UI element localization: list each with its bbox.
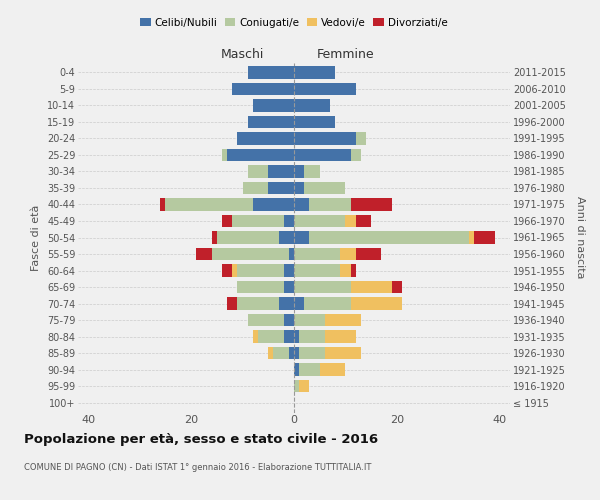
Bar: [294, 66, 335, 78]
Bar: [232, 215, 284, 227]
Bar: [268, 347, 274, 360]
Bar: [284, 281, 294, 293]
Bar: [356, 248, 382, 260]
Bar: [160, 198, 166, 210]
Bar: [212, 232, 217, 243]
Bar: [294, 132, 356, 144]
Bar: [299, 380, 310, 392]
Bar: [294, 116, 335, 128]
Bar: [294, 264, 340, 276]
Bar: [248, 116, 294, 128]
Bar: [222, 149, 227, 161]
Bar: [469, 232, 474, 243]
Text: Popolazione per età, sesso e stato civile - 2016: Popolazione per età, sesso e stato civil…: [24, 432, 378, 446]
Bar: [340, 264, 350, 276]
Bar: [325, 314, 361, 326]
Bar: [294, 248, 340, 260]
Bar: [253, 330, 258, 342]
Bar: [310, 198, 350, 210]
Bar: [289, 248, 294, 260]
Bar: [232, 264, 238, 276]
Bar: [284, 264, 294, 276]
Bar: [294, 364, 299, 376]
Bar: [294, 380, 299, 392]
Bar: [294, 314, 325, 326]
Bar: [227, 149, 294, 161]
Bar: [258, 330, 284, 342]
Y-axis label: Anni di nascita: Anni di nascita: [575, 196, 585, 278]
Legend: Celibi/Nubili, Coniugati/e, Vedovi/e, Divorziati/e: Celibi/Nubili, Coniugati/e, Vedovi/e, Di…: [136, 14, 452, 32]
Bar: [222, 264, 232, 276]
Bar: [238, 298, 278, 310]
Bar: [294, 82, 356, 95]
Bar: [299, 330, 325, 342]
Bar: [350, 198, 392, 210]
Bar: [350, 281, 392, 293]
Bar: [320, 364, 346, 376]
Bar: [299, 347, 325, 360]
Bar: [238, 132, 294, 144]
Bar: [242, 182, 268, 194]
Bar: [217, 232, 278, 243]
Bar: [227, 298, 238, 310]
Bar: [304, 182, 346, 194]
Bar: [289, 347, 294, 360]
Bar: [310, 232, 469, 243]
Bar: [196, 248, 212, 260]
Bar: [350, 264, 356, 276]
Bar: [232, 82, 294, 95]
Y-axis label: Fasce di età: Fasce di età: [31, 204, 41, 270]
Bar: [325, 330, 356, 342]
Bar: [294, 99, 330, 112]
Bar: [248, 314, 284, 326]
Bar: [346, 215, 356, 227]
Bar: [340, 248, 356, 260]
Bar: [294, 347, 299, 360]
Bar: [356, 132, 366, 144]
Bar: [294, 330, 299, 342]
Bar: [294, 215, 346, 227]
Bar: [268, 166, 294, 177]
Bar: [294, 149, 350, 161]
Bar: [268, 182, 294, 194]
Bar: [304, 298, 350, 310]
Bar: [294, 281, 350, 293]
Bar: [278, 298, 294, 310]
Bar: [238, 264, 284, 276]
Bar: [284, 314, 294, 326]
Bar: [212, 248, 289, 260]
Bar: [304, 166, 320, 177]
Text: Femmine: Femmine: [317, 48, 374, 61]
Bar: [294, 166, 304, 177]
Bar: [278, 232, 294, 243]
Bar: [222, 215, 232, 227]
Bar: [294, 298, 304, 310]
Bar: [284, 330, 294, 342]
Bar: [238, 281, 284, 293]
Bar: [392, 281, 402, 293]
Text: COMUNE DI PAGNO (CN) - Dati ISTAT 1° gennaio 2016 - Elaborazione TUTTITALIA.IT: COMUNE DI PAGNO (CN) - Dati ISTAT 1° gen…: [24, 462, 371, 471]
Bar: [325, 347, 361, 360]
Bar: [248, 166, 268, 177]
Bar: [350, 149, 361, 161]
Bar: [253, 198, 294, 210]
Bar: [294, 198, 310, 210]
Bar: [248, 66, 294, 78]
Bar: [299, 364, 320, 376]
Bar: [350, 298, 402, 310]
Bar: [166, 198, 253, 210]
Bar: [284, 215, 294, 227]
Bar: [474, 232, 494, 243]
Bar: [274, 347, 289, 360]
Bar: [356, 215, 371, 227]
Bar: [294, 182, 304, 194]
Bar: [253, 99, 294, 112]
Bar: [294, 232, 310, 243]
Text: Maschi: Maschi: [221, 48, 264, 61]
